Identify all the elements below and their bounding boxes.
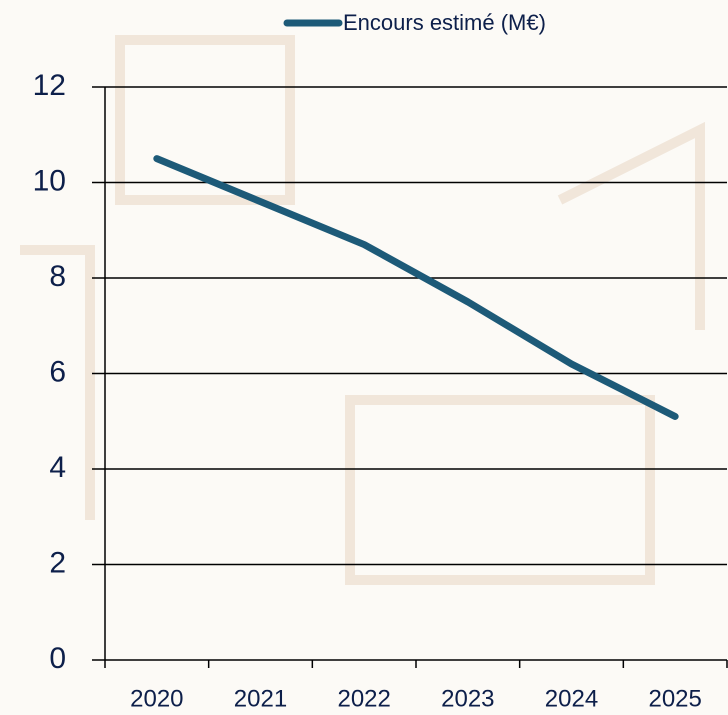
y-tick-label: 8 [49, 260, 66, 293]
y-tick-label: 10 [33, 164, 66, 197]
y-tick-label: 0 [49, 642, 66, 675]
x-tick-label: 2025 [648, 685, 701, 712]
background-pattern [20, 35, 705, 585]
x-tick-label: 2023 [441, 685, 494, 712]
legend-label: Encours estimé (M€) [343, 10, 546, 35]
x-tick-label: 2020 [130, 685, 183, 712]
y-tick-label: 2 [49, 546, 66, 579]
y-tick-label: 12 [33, 69, 66, 102]
y-tick-label: 4 [49, 451, 66, 484]
x-tick-label: 2022 [337, 685, 390, 712]
y-tick-label: 6 [49, 355, 66, 388]
x-tick-label: 2024 [545, 685, 598, 712]
series-line [153, 155, 679, 420]
x-tick-label: 2021 [234, 685, 287, 712]
